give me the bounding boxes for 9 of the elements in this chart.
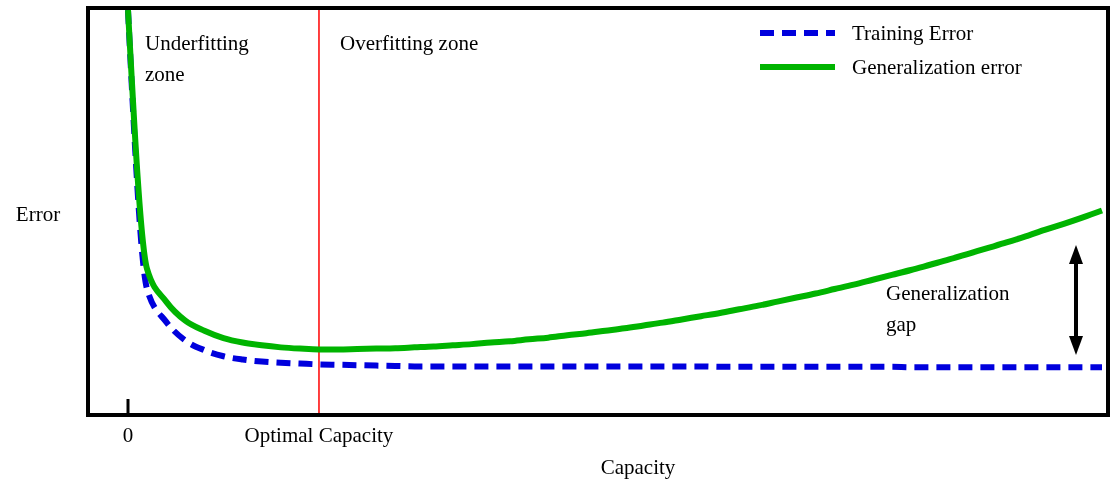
- x-axis-title: Capacity: [600, 455, 676, 479]
- legend-label: Generalization error: [852, 55, 1022, 79]
- x-tick-label: Optimal Capacity: [244, 423, 394, 447]
- legend-label: Training Error: [852, 21, 974, 45]
- x-tick-label: 0: [122, 423, 134, 447]
- annotation: Generalization gap: [886, 281, 1011, 336]
- annotation: Overfitting zone: [340, 31, 479, 55]
- y-axis-title: Error: [15, 202, 61, 226]
- annotation: Underfitting zone: [145, 31, 250, 86]
